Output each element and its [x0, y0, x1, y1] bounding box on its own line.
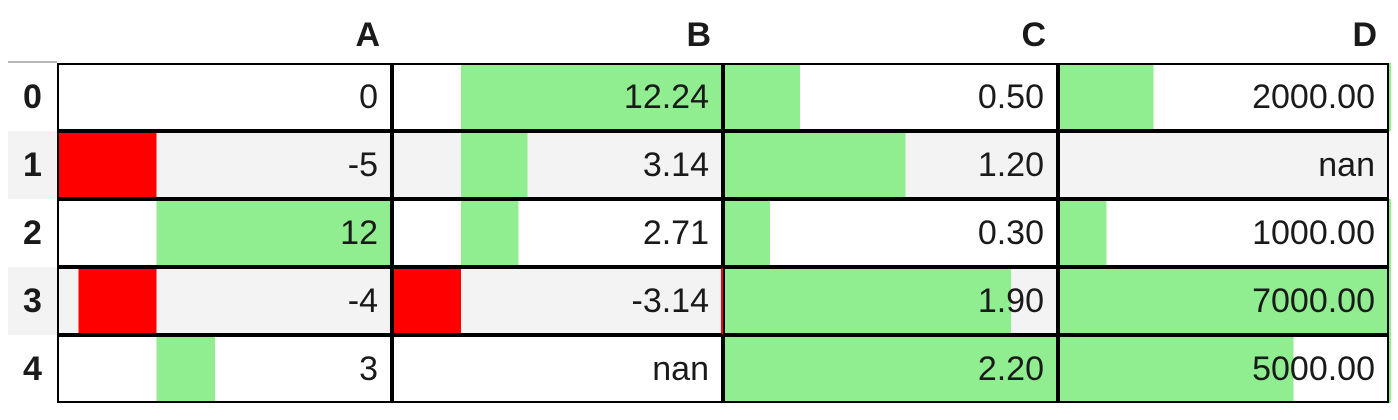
table-row-4: 4 3 nan 2.20 5000.00 — [8, 335, 1389, 403]
table-row-2: 2 12 2.71 0.30 1000.00 — [8, 199, 1389, 267]
row-header-1: 1 — [8, 131, 57, 199]
cell-C0: 0.50 — [723, 63, 1058, 131]
cell-C4: 2.20 — [723, 335, 1058, 403]
col-header-D: D — [1058, 8, 1389, 63]
col-header-C: C — [723, 8, 1058, 63]
table-row-3: 3 -4 -3.14 1.90 7000.00 — [8, 267, 1389, 335]
cell-D0: 2000.00 — [1058, 63, 1389, 131]
cell-B2: 2.71 — [392, 199, 723, 267]
cell-A4: 3 — [57, 335, 392, 403]
table-row-1: 1 -5 3.14 1.20 nan — [8, 131, 1389, 199]
cell-D1: nan — [1058, 131, 1389, 199]
row-header-0: 0 — [23, 77, 42, 116]
row-header-2: 2 — [23, 213, 42, 252]
cell-D4: 5000.00 — [1058, 335, 1389, 403]
row-header-3: 3 — [8, 267, 57, 335]
row-header-4: 4 — [23, 349, 42, 388]
cell-A3: -4 — [57, 267, 392, 335]
cell-B4: nan — [392, 335, 723, 403]
header-row: A B C D — [8, 8, 1389, 63]
col-header-B: B — [392, 8, 723, 63]
cell-A1: -5 — [57, 131, 392, 199]
cell-B1: 3.14 — [392, 131, 723, 199]
index-corner-cell — [8, 8, 57, 63]
cell-B3: -3.14 — [392, 267, 723, 335]
cell-D3: 7000.00 — [1058, 267, 1389, 335]
table-row-0: 0 0 12.24 0.50 2000.00 — [8, 63, 1389, 131]
cell-C2: 0.30 — [723, 199, 1058, 267]
cell-B0: 12.24 — [392, 63, 723, 131]
cell-C1: 1.20 — [723, 131, 1058, 199]
cell-D2: 1000.00 — [1058, 199, 1389, 267]
col-header-A: A — [57, 8, 392, 63]
cell-A0: 0 — [57, 63, 392, 131]
cell-C3: 1.90 — [723, 267, 1058, 335]
cell-A2: 12 — [57, 199, 392, 267]
dataframe-table: A B C D 0 0 12.24 0.50 2000.00 1 -5 3.14… — [8, 8, 1389, 403]
